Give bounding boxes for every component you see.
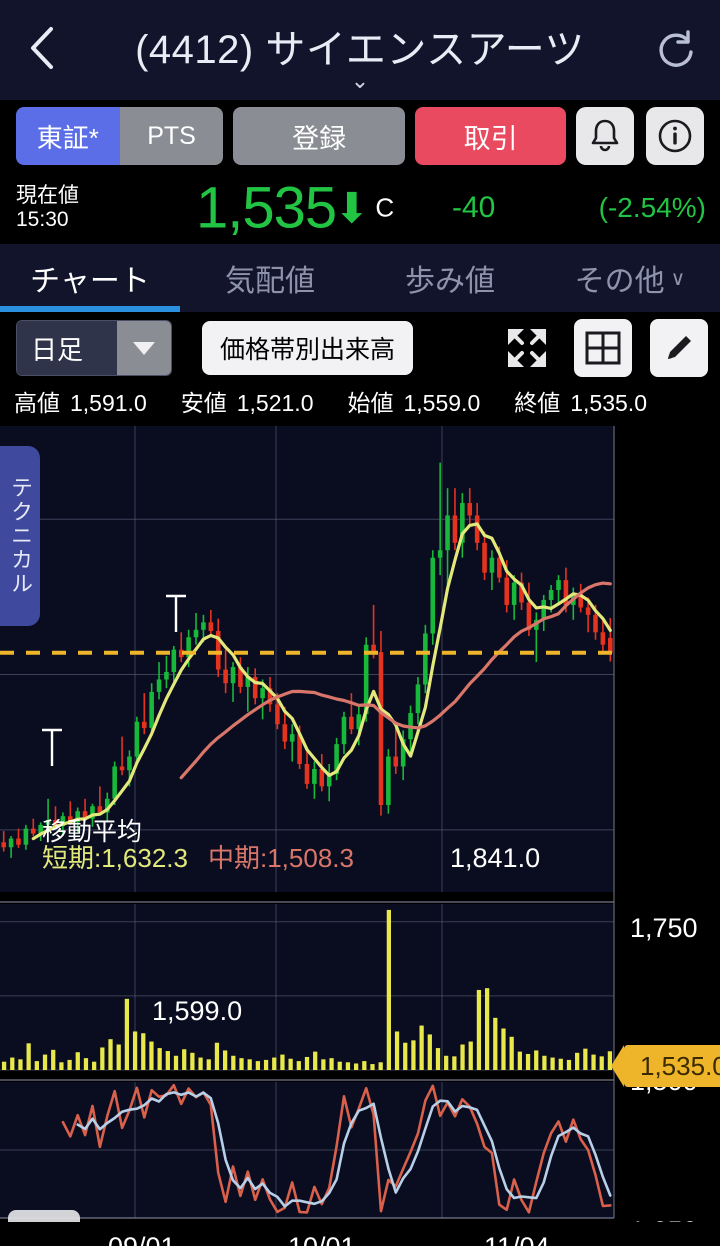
info-button[interactable] <box>646 107 705 165</box>
volume-by-price-button[interactable]: 価格帯別出来高 <box>202 321 414 375</box>
arrow-down-icon: ⬇ <box>334 184 370 231</box>
tab-active-indicator <box>0 306 180 312</box>
ohlc-low: 安値 1,521.0 <box>181 384 314 418</box>
title-bar: (4412) サイエンスアーツ ⌄ <box>0 0 720 100</box>
ohlc-high-label: 高値 <box>14 390 60 416</box>
action-bar: 東証* PTS 登録 取引 <box>0 100 720 172</box>
x-tick-1: 09/01 <box>108 1232 176 1246</box>
ohlc-open-value: 1,559.0 <box>403 390 481 416</box>
market-selector[interactable]: 東証* PTS <box>16 107 224 165</box>
x-tick-3: 11/04 <box>484 1232 550 1246</box>
quote-label-group: 現在値 15:30 <box>16 184 79 232</box>
grid-icon <box>585 331 621 365</box>
ohlc-low-value: 1,521.0 <box>236 390 314 416</box>
grid-layout-button[interactable] <box>574 319 632 377</box>
trade-button[interactable]: 取引 <box>414 107 567 165</box>
chevron-down-icon <box>117 321 171 375</box>
chevron-down-icon: ∨ <box>670 267 686 290</box>
timeframe-select[interactable]: 日足 <box>16 320 172 376</box>
chart-toolbar: 日足 価格帯別出来高 <box>0 312 720 384</box>
current-price-tag: 1,535.0 <box>611 1045 720 1087</box>
chevron-down-icon[interactable]: ⌄ <box>350 68 370 93</box>
ohlc-low-label: 安値 <box>180 390 227 416</box>
alert-bell-button[interactable] <box>576 107 635 165</box>
draw-button[interactable] <box>650 319 708 377</box>
ohlc-close: 終値 1,535.0 <box>514 384 647 418</box>
quote-price: 1,535 <box>196 175 337 241</box>
quote-change: -40 <box>452 191 496 224</box>
tab-chart[interactable]: チャート <box>30 265 150 298</box>
price-ytick-1: 1,750 <box>630 913 698 943</box>
quote-label: 現在値 <box>16 183 79 207</box>
x-axis: 09/01 10/01 11/04 <box>0 1222 720 1246</box>
timeframe-value: 日足 <box>17 321 117 375</box>
fullscreen-button[interactable] <box>498 319 556 377</box>
refresh-icon[interactable] <box>648 22 704 78</box>
fullscreen-icon <box>508 329 546 367</box>
quote-time: 15:30 <box>16 208 69 231</box>
exchange-button[interactable]: 東証* <box>16 107 120 165</box>
ohlc-high: 高値 1,591.0 <box>14 384 147 418</box>
page-title: (4412) サイエンスアーツ <box>135 28 585 72</box>
chart-canvas[interactable]: テクニカル 移動平均 短期:1,632.3 中期:1,508.3 1,841.0… <box>0 418 720 1246</box>
bell-icon <box>591 119 619 152</box>
chart-tool-icons <box>498 319 708 377</box>
tab-other[interactable]: その他 ∨ <box>540 244 720 312</box>
main-tabs: チャート 気配値 歩み値 その他 ∨ <box>0 244 720 312</box>
chart-svg <box>0 418 720 1246</box>
pts-button[interactable]: PTS <box>119 107 224 165</box>
technical-side-tab[interactable]: テクニカル <box>0 446 40 626</box>
tab-quote-board[interactable]: 気配値 <box>225 265 315 298</box>
ohlc-close-label: 終値 <box>514 390 561 416</box>
quote-change-pct: (-2.54%) <box>598 192 706 223</box>
technical-side-tab-label: テクニカル <box>8 476 33 596</box>
ohlc-close-value: 1,535.0 <box>570 390 647 416</box>
session-flag: C <box>375 192 395 223</box>
info-icon <box>658 119 692 153</box>
x-tick-2: 10/01 <box>288 1232 356 1246</box>
tab-other-label: その他 <box>574 265 665 298</box>
back-icon[interactable] <box>14 20 70 76</box>
pencil-icon <box>668 336 691 359</box>
ohlc-open-label: 始値 <box>347 390 394 416</box>
ohlc-summary: 高値 1,591.0 安値 1,521.0 始値 1,559.0 終値 1,53… <box>0 384 720 418</box>
quote-price-group: 1,535 ⬇ C <box>196 175 394 242</box>
ohlc-open: 始値 1,559.0 <box>348 384 481 418</box>
quote-bar: 現在値 15:30 1,535 ⬇ C -40 (-2.54%) <box>0 172 720 244</box>
ohlc-high-value: 1,591.0 <box>70 390 147 416</box>
register-button[interactable]: 登録 <box>233 107 405 165</box>
tab-tick[interactable]: 歩み値 <box>405 265 495 298</box>
